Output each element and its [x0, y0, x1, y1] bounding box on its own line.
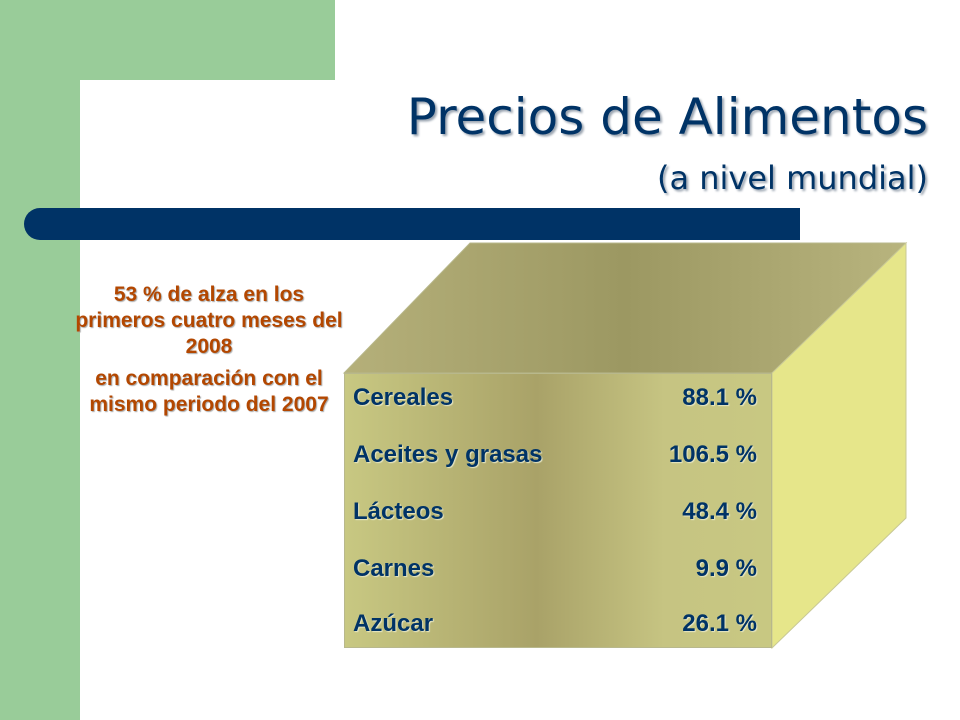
box-side-face — [771, 241, 907, 650]
title-underline-bar — [24, 208, 800, 240]
callout-text: 53 % de alza en los primeros cuatro mese… — [75, 282, 343, 424]
row-value: 48.4 % — [682, 498, 757, 525]
row-value: 88.1 % — [682, 384, 757, 411]
content-corner — [80, 80, 200, 200]
row-value: 9.9 % — [695, 555, 757, 582]
food-price-table: Cereales 88.1 % Aceites y grasas 106.5 %… — [344, 373, 772, 648]
callout-line-1: 53 % de alza en los primeros cuatro mese… — [75, 283, 343, 358]
table-row: Carnes 9.9 % — [353, 555, 757, 595]
row-label: Azúcar — [353, 610, 434, 637]
top-green-band — [80, 0, 335, 80]
table-row: Cereales 88.1 % — [353, 384, 757, 424]
callout-line-2: en comparación con el mismo periodo del … — [89, 367, 329, 416]
table-row: Aceites y grasas 106.5 % — [353, 441, 757, 481]
row-label: Aceites y grasas — [353, 441, 543, 468]
slide-subtitle: (a nivel mundial) — [656, 159, 928, 197]
row-value: 26.1 % — [682, 610, 757, 637]
row-label: Carnes — [353, 555, 435, 582]
slide-title: Precios de Alimentos — [406, 88, 928, 146]
table-row: Azúcar 26.1 % — [353, 610, 757, 650]
row-label: Cereales — [353, 384, 454, 411]
row-label: Lácteos — [353, 498, 444, 525]
table-row: Lácteos 48.4 % — [353, 498, 757, 538]
left-green-band — [0, 0, 80, 720]
row-value: 106.5 % — [668, 441, 757, 468]
